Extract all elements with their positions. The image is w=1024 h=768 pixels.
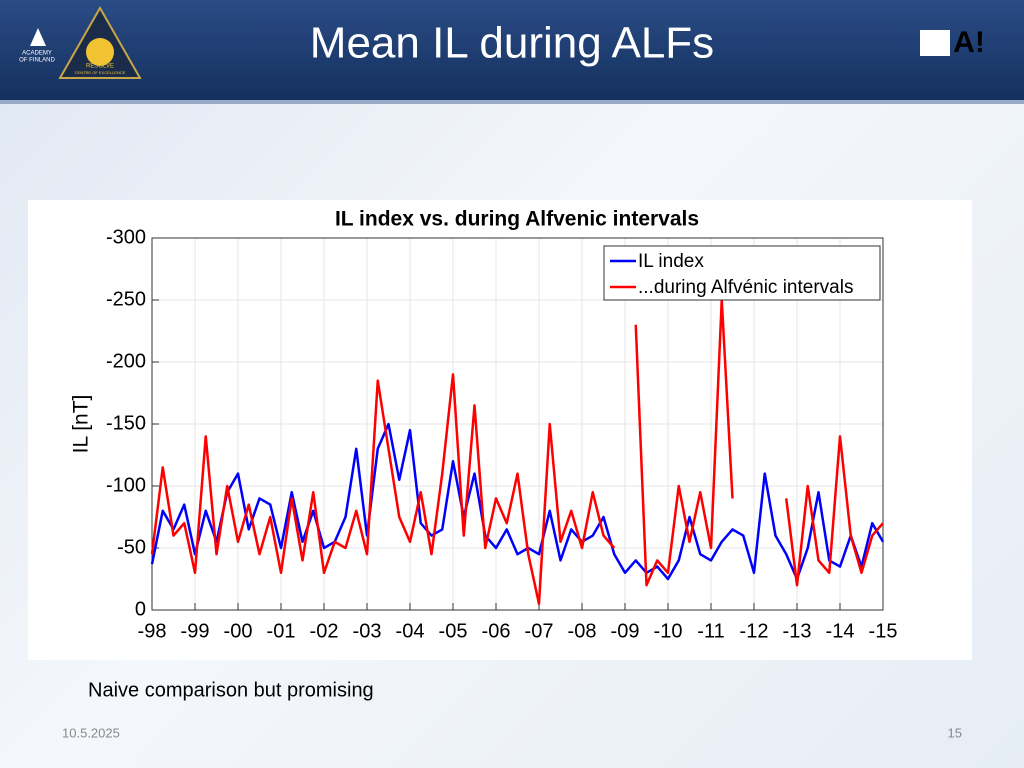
- legend-label: IL index: [638, 251, 704, 272]
- x-tick-label: -12: [740, 620, 769, 642]
- x-tick-label: -03: [353, 620, 382, 642]
- x-tick-label: -09: [611, 620, 640, 642]
- x-tick-label: -14: [826, 620, 855, 642]
- x-tick-label: -04: [396, 620, 425, 642]
- y-tick-label: 0: [135, 598, 146, 620]
- y-tick-label: -100: [106, 474, 146, 496]
- logo-text: CENTRE OF EXCELLENCE: [75, 70, 126, 75]
- note: Naive comparison but promising: [88, 679, 374, 701]
- x-tick-label: -11: [697, 620, 724, 642]
- chart-title: IL index vs. during Alfvenic intervals: [335, 208, 699, 231]
- y-tick-label: -200: [106, 350, 146, 372]
- date: 10.5.2025: [62, 725, 120, 740]
- x-tick-label: -07: [525, 620, 554, 642]
- header-bar: [0, 0, 1024, 100]
- academy-logo-mark: [30, 28, 46, 46]
- page-number: 15: [948, 725, 962, 740]
- logo-text: ACADEMY: [22, 51, 52, 57]
- x-tick-label: -15: [869, 620, 898, 642]
- series-line: [150, 298, 884, 606]
- plot: -300-250-200-150-100-500-98 -99 -00 -01 -02-…: [106, 226, 897, 642]
- aalto-logo: A!: [953, 26, 985, 59]
- series-line: [150, 422, 885, 581]
- x-tick-label: -99: [181, 620, 210, 642]
- x-tick-label: -10: [654, 620, 683, 642]
- x-tick-label: -13: [783, 620, 812, 642]
- x-tick-label: -02: [310, 620, 339, 642]
- x-tick-label: -98: [138, 620, 167, 642]
- x-tick-label: -05: [439, 620, 468, 642]
- logo-text: RESOLVE: [86, 64, 114, 70]
- y-axis-label: IL [nT]: [70, 395, 93, 454]
- legend-box: [603, 245, 881, 301]
- aalto-logo-box: [920, 30, 950, 56]
- header-shadow: [0, 100, 1024, 104]
- x-tick-label: -06: [482, 620, 511, 642]
- x-tick-label: -08: [568, 620, 597, 642]
- x-tick-label: -00: [224, 620, 253, 642]
- resolve-sun: [86, 38, 114, 66]
- y-tick-label: -50: [117, 536, 146, 558]
- x-tick-label: -01: [267, 620, 296, 642]
- y-tick-label: -250: [106, 288, 146, 310]
- slide-title: Mean IL during ALFs: [310, 19, 714, 68]
- y-tick-label: -300: [106, 226, 146, 248]
- logo-text: OF FINLAND: [19, 58, 55, 64]
- plot-frame: [151, 237, 884, 611]
- legend-label: ...during Alfvénic intervals: [638, 277, 853, 298]
- y-tick-label: -150: [106, 412, 146, 434]
